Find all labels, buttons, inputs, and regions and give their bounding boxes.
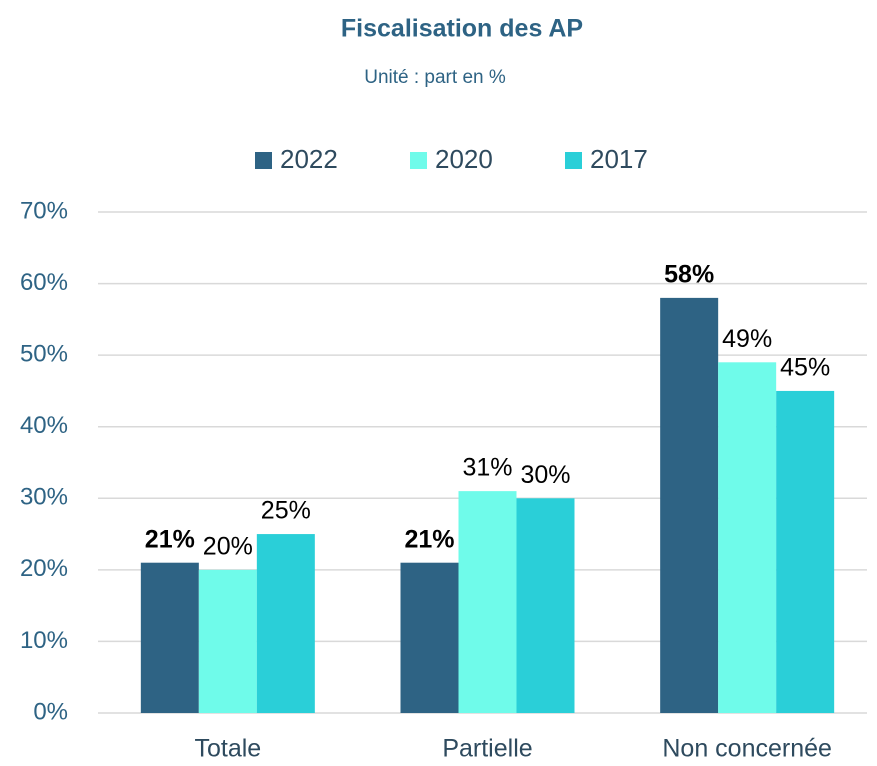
legend-swatch xyxy=(565,152,582,169)
legend-label: 2022 xyxy=(280,144,338,174)
legend-label: 2020 xyxy=(435,144,493,174)
bar xyxy=(140,562,199,713)
value-label: 49% xyxy=(722,325,772,353)
value-label: 25% xyxy=(261,497,311,525)
bar xyxy=(660,297,719,713)
y-tick-label: 0% xyxy=(33,698,68,725)
value-label: 58% xyxy=(664,260,714,288)
value-label: 30% xyxy=(520,461,570,489)
y-tick-label: 50% xyxy=(20,340,68,367)
bar xyxy=(776,390,835,713)
y-tick-label: 40% xyxy=(20,412,68,439)
chart-title: Fiscalisation des AP xyxy=(341,15,583,43)
y-tick-label: 30% xyxy=(20,484,68,511)
y-tick-label: 70% xyxy=(20,197,68,224)
bar xyxy=(198,569,257,713)
value-label: 21% xyxy=(145,525,195,553)
bar xyxy=(516,498,575,713)
value-label: 31% xyxy=(462,454,512,482)
value-label: 45% xyxy=(780,354,830,382)
value-label: 20% xyxy=(203,532,253,560)
y-tick-label: 60% xyxy=(20,269,68,296)
x-tick-label: Totale xyxy=(194,735,261,763)
x-tick-label: Non concernée xyxy=(662,735,832,763)
y-tick-label: 20% xyxy=(20,555,68,582)
value-label: 21% xyxy=(404,525,454,553)
legend-label: 2017 xyxy=(590,144,648,174)
bar xyxy=(718,362,777,713)
y-tick-label: 10% xyxy=(20,627,68,654)
bar xyxy=(400,562,459,713)
legend-swatch xyxy=(255,152,272,169)
bar xyxy=(458,491,517,713)
legend-swatch xyxy=(410,152,427,169)
x-tick-label: Partielle xyxy=(442,735,532,763)
bar xyxy=(256,534,315,713)
chart-subtitle: Unité : part en % xyxy=(364,67,506,88)
